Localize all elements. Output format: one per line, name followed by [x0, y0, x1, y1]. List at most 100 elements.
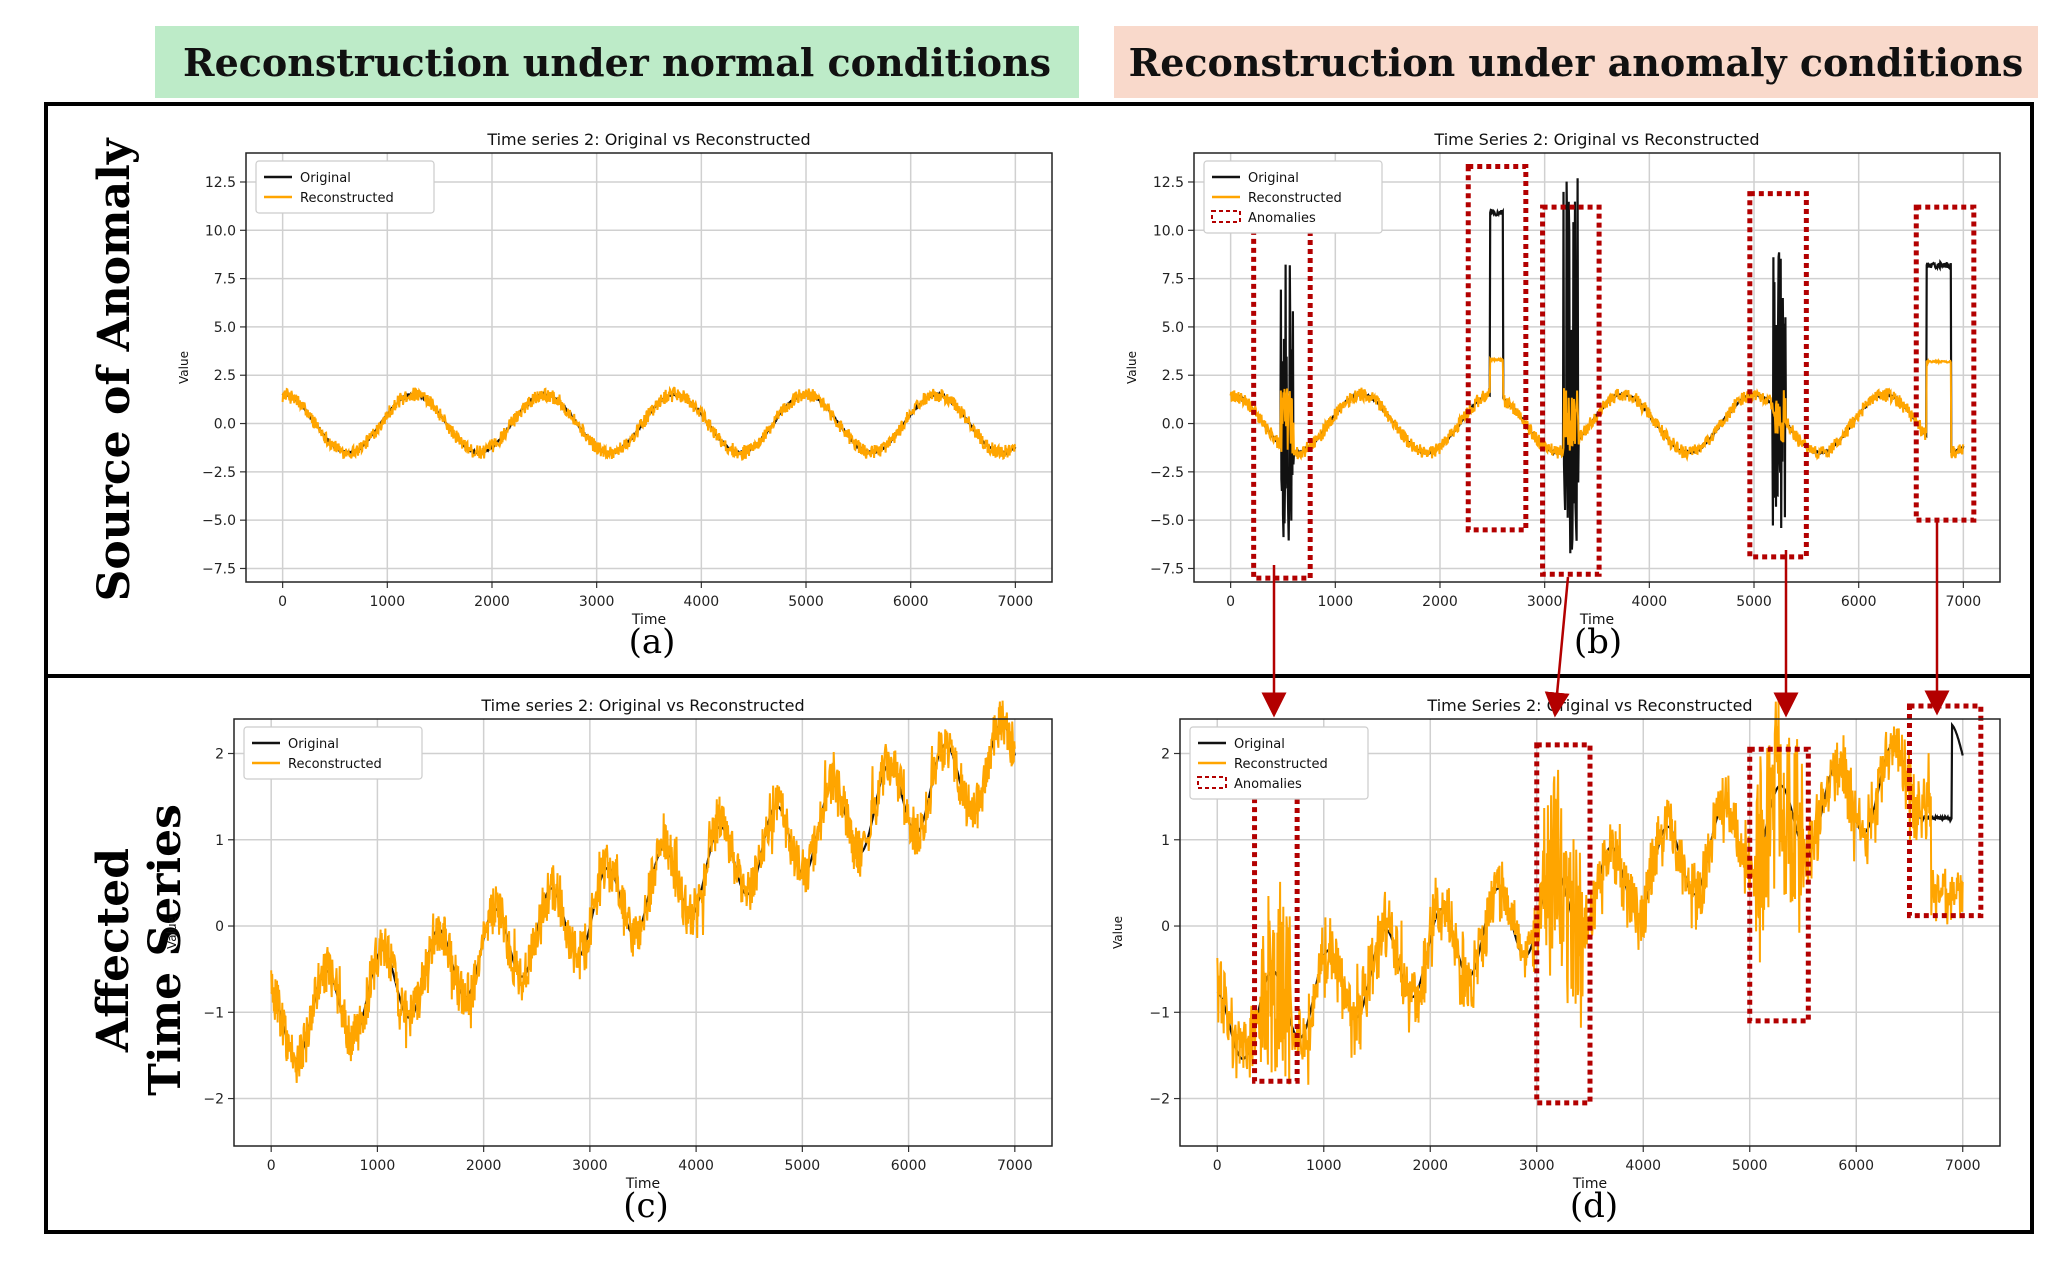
x-tick-label: 7000 — [997, 1158, 1033, 1174]
anomaly-box — [1465, 164, 1529, 533]
legend-label: Reconstructed — [1248, 191, 1342, 206]
y-tick-label: 5.0 — [1162, 320, 1184, 336]
chart-b: 0 1000 2000 3000 4000 5000 6000 7000 −7.5 −5.0 −2.… — [1125, 130, 2001, 628]
anomaly-arrows — [1261, 521, 1950, 718]
x-tick-label: 6000 — [1841, 594, 1877, 610]
chart-c: 0 1000 2000 3000 4000 5000 6000 7000 −2 −1 0 1 2 Time… — [165, 696, 1053, 1192]
x-tick-label: 6000 — [1838, 1158, 1874, 1174]
y-tick-label: 5.0 — [214, 320, 236, 336]
y-tick-label: 10.0 — [1153, 223, 1184, 239]
y-tick-label: 0.0 — [214, 417, 236, 433]
y-axis-label: Value — [177, 351, 191, 384]
y-axis-label: Value — [165, 916, 179, 949]
y-tick-label: −2 — [203, 1092, 224, 1108]
legend-box — [1189, 726, 1369, 800]
y-tick-label: 1 — [1161, 833, 1170, 849]
y-tick-label: 2 — [215, 747, 224, 763]
anomaly-box — [1913, 204, 1977, 523]
y-tick-label: −5.0 — [202, 513, 236, 529]
x-tick-label: 4000 — [1632, 594, 1668, 610]
legend-label: Original — [1248, 171, 1299, 186]
x-tick-label: 1000 — [1317, 594, 1353, 610]
row-divider — [44, 674, 2034, 678]
plot-frame — [245, 152, 1053, 583]
figure-frame — [44, 102, 2034, 1234]
y-tick-label: 1 — [215, 833, 224, 849]
y-tick-label: −2 — [1149, 1092, 1170, 1108]
legend-label: Anomalies — [1234, 777, 1302, 792]
x-tick-label: 0 — [1226, 594, 1235, 610]
x-tick-label: 0 — [1213, 1158, 1222, 1174]
y-tick-label: 0 — [1161, 919, 1170, 935]
legend-anomalies-swatch — [1197, 776, 1227, 789]
x-tick-label: 7000 — [998, 594, 1034, 610]
x-tick-label: 5000 — [1736, 594, 1772, 610]
y-tick-label: −5.0 — [1150, 513, 1184, 529]
legend-box — [243, 726, 423, 780]
caption-c: (c) — [623, 1186, 669, 1226]
x-tick-label: 6000 — [891, 1158, 927, 1174]
anomaly-box — [1747, 746, 1811, 1024]
anomaly-box — [1540, 204, 1602, 577]
caption-a: (a) — [628, 622, 676, 662]
y-axis-label: Value — [1111, 916, 1125, 949]
y-tick-label: 2 — [1161, 747, 1170, 763]
legend-box — [1203, 160, 1383, 234]
x-tick-label: 7000 — [1946, 594, 1982, 610]
x-tick-label: 2000 — [474, 594, 510, 610]
x-tick-label: 4000 — [1625, 1158, 1661, 1174]
x-tick-label: 3000 — [1527, 594, 1563, 610]
y-tick-label: −1 — [1149, 1005, 1170, 1021]
y-tick-label: 12.5 — [205, 175, 236, 191]
anomaly-arrow — [1544, 576, 1570, 718]
y-tick-label: 10.0 — [205, 223, 236, 239]
caption-b: (b) — [1573, 622, 1623, 662]
y-tick-label: 7.5 — [1162, 272, 1184, 288]
plot-frame — [1179, 718, 2001, 1147]
y-tick-label: 12.5 — [1153, 175, 1184, 191]
x-axis-label: Time — [1579, 612, 1614, 628]
series-reconstructed-line — [1229, 355, 1965, 463]
x-tick-label: 3000 — [579, 594, 615, 610]
legend-label: Original — [300, 171, 351, 186]
y-tick-label: 0.0 — [1162, 417, 1184, 433]
y-tick-label: −2.5 — [1150, 465, 1184, 481]
y-tick-label: 7.5 — [214, 272, 236, 288]
x-tick-label: 1000 — [1306, 1158, 1342, 1174]
legend-label: Original — [1234, 737, 1285, 752]
x-tick-label: 2000 — [1422, 594, 1458, 610]
y-tick-label: 2.5 — [214, 368, 236, 384]
chart-title: Time series 2: Original vs Reconstructed — [486, 130, 810, 149]
x-tick-label: 2000 — [1412, 1158, 1448, 1174]
y-tick-label: −2.5 — [202, 465, 236, 481]
chart-title: Time series 2: Original vs Reconstructed — [480, 696, 804, 715]
caption-d: (d) — [1569, 1186, 1619, 1226]
legend-box — [255, 160, 435, 214]
header-anomaly-conditions: Reconstruction under anomaly conditions — [1114, 26, 2038, 98]
x-axis-label: Time — [625, 1176, 660, 1192]
x-tick-label: 5000 — [785, 1158, 821, 1174]
y-axis-label: Value — [1125, 351, 1139, 384]
y-tick-label: 0 — [215, 919, 224, 935]
x-tick-label: 4000 — [678, 1158, 714, 1174]
legend-label: Reconstructed — [288, 757, 382, 772]
plot-frame — [233, 718, 1053, 1147]
x-tick-label: 0 — [267, 1158, 276, 1174]
chart-title: Time Series 2: Original vs Reconstructed — [1433, 130, 1759, 149]
legend-label: Reconstructed — [1234, 757, 1328, 772]
y-tick-label: −7.5 — [1150, 561, 1184, 577]
x-tick-label: 2000 — [466, 1158, 502, 1174]
legend-label: Original — [288, 737, 339, 752]
x-tick-label: 3000 — [572, 1158, 608, 1174]
x-tick-label: 4000 — [684, 594, 720, 610]
chart-title: Time Series 2: Original vs Reconstructed — [1426, 696, 1752, 715]
anomaly-box — [1534, 742, 1593, 1106]
x-tick-label: 3000 — [1519, 1158, 1555, 1174]
y-tick-label: 2.5 — [1162, 368, 1184, 384]
y-tick-label: −7.5 — [202, 561, 236, 577]
series-reconstructed-line — [281, 385, 1017, 461]
x-tick-label: 7000 — [1945, 1158, 1981, 1174]
chart-d: 0 1000 2000 3000 4000 5000 6000 7000 −2 −1 0 1 2 Time… — [1111, 696, 2001, 1192]
y-tick-label: −1 — [203, 1005, 224, 1021]
chart-a: 0 1000 2000 3000 4000 5000 6000 7000 −7.5 −5.0 −2.… — [177, 130, 1053, 628]
